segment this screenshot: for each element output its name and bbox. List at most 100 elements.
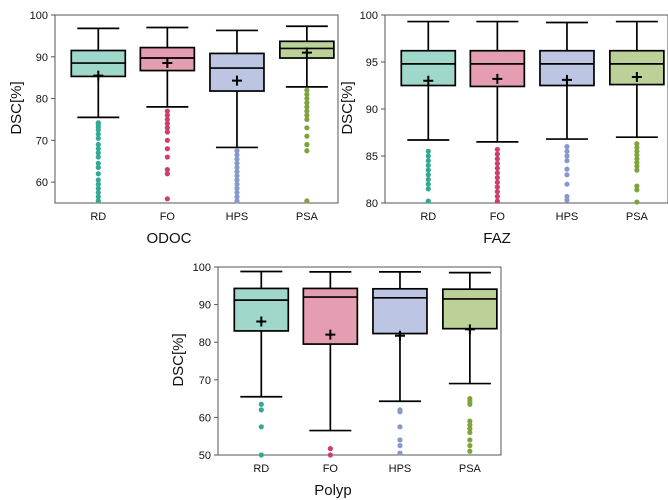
outlier-point [425, 162, 431, 168]
category-label: PSA [626, 211, 649, 223]
outlier-point [164, 116, 170, 123]
outlier-point [95, 160, 101, 166]
outlier-point [304, 116, 310, 123]
mean-marker [492, 73, 503, 84]
outlier-point [467, 437, 473, 443]
outlier-point [564, 144, 570, 150]
panel-polyp: Polyp DSC[%] 50 60 70 80 90 100 RD FO HPS PSA [170, 262, 502, 499]
outlier-point [234, 189, 240, 196]
outlier-point [467, 443, 473, 449]
outlier-point [397, 409, 403, 415]
iqr-box [372, 287, 428, 335]
outlier-point [164, 129, 170, 135]
outlier-point [634, 148, 640, 154]
outlier-point [164, 171, 170, 177]
category-label: FO [490, 211, 506, 223]
box-rd [400, 20, 457, 204]
box-hps [539, 21, 595, 203]
outlier-point [494, 175, 500, 181]
outlier-point [95, 154, 101, 160]
box-fo [139, 26, 196, 202]
outlier-point [425, 198, 431, 204]
y-tick-label: 100 [30, 10, 48, 22]
outlier-point [425, 158, 431, 164]
outlier-point [564, 181, 570, 187]
outlier-point [95, 181, 101, 187]
plot-frame [217, 266, 502, 456]
category-label: RD [420, 211, 436, 223]
category-label: HPS [226, 211, 249, 223]
category-label: RD [90, 211, 106, 223]
outlier-point [634, 141, 640, 147]
outlier-point [634, 159, 640, 166]
outlier-point [164, 196, 170, 202]
outlier-point [164, 121, 170, 127]
iqr-box [400, 49, 457, 87]
y-tick-label: 85 [366, 151, 378, 163]
outlier-point [564, 148, 570, 154]
y-tick-label: 80 [36, 94, 48, 106]
iqr-box [539, 49, 595, 87]
outlier-point [304, 108, 310, 114]
outlier-point [234, 173, 240, 179]
category-label: FO [323, 463, 339, 475]
outlier-point [564, 197, 570, 203]
outlier-point [164, 166, 170, 173]
outlier-point [564, 153, 570, 159]
outlier-point [234, 160, 240, 166]
y-tick-label: 60 [36, 177, 48, 189]
outlier-point [564, 166, 570, 172]
outlier-point [425, 186, 431, 192]
box-psa [442, 271, 498, 454]
outlier-point [95, 185, 101, 191]
outlier-point [467, 426, 473, 432]
outlier-point [95, 131, 101, 137]
outlier-point [425, 176, 431, 183]
outlier-point [494, 160, 500, 167]
y-tick-label: 70 [199, 375, 211, 387]
outlier-point [164, 108, 170, 114]
outlier-point [327, 452, 333, 458]
category-label: HPS [556, 211, 579, 223]
box-rd [233, 270, 290, 458]
y-tick-label: 90 [366, 104, 378, 116]
outlier-point [634, 187, 640, 193]
outlier-point [564, 193, 570, 200]
outlier-point [494, 156, 500, 162]
y-tick-label: 80 [366, 198, 378, 210]
iqr-box [442, 288, 498, 330]
y-tick-label: 90 [36, 52, 48, 64]
outlier-point [95, 135, 101, 141]
outlier-point [397, 424, 403, 430]
mean-marker [301, 47, 312, 58]
box-psa [609, 20, 665, 205]
box-rd [70, 27, 127, 204]
mean-marker [394, 330, 405, 341]
outlier-point [95, 164, 101, 171]
outlier-point [164, 146, 170, 152]
outlier-point [95, 146, 101, 152]
panel-polyp-xlabel: Polyp [314, 482, 352, 499]
category-label: PSA [459, 463, 482, 475]
category-label: RD [253, 463, 269, 475]
outlier-point [304, 87, 310, 93]
category-label: PSA [296, 211, 319, 223]
outlier-point [304, 133, 310, 139]
category-label: HPS [389, 463, 412, 475]
outlier-point [634, 156, 640, 162]
outlier-point [494, 179, 500, 185]
outlier-point [95, 177, 101, 183]
outlier-point [258, 424, 264, 430]
outlier-point [494, 193, 500, 200]
outlier-point [467, 448, 473, 454]
outlier-point [327, 446, 333, 452]
outlier-point [164, 154, 170, 160]
outlier-point [634, 144, 640, 151]
outlier-point [234, 177, 240, 183]
outlier-point [234, 181, 240, 187]
outlier-point [425, 172, 431, 178]
outlier-point [164, 137, 170, 143]
panel-faz-ylabel: DSC[%] [339, 81, 356, 134]
outlier-point [425, 148, 431, 154]
